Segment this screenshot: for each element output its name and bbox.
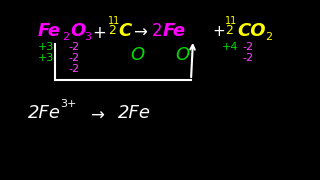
Text: 11: 11 (108, 16, 120, 26)
Text: -2: -2 (242, 53, 253, 63)
Text: 2: 2 (265, 32, 272, 42)
Text: 2Fe: 2Fe (118, 104, 151, 122)
Text: 11: 11 (225, 16, 237, 26)
Text: 2Fe: 2Fe (28, 104, 61, 122)
Text: O: O (175, 46, 189, 64)
Text: O: O (70, 22, 85, 40)
Text: 2: 2 (108, 24, 116, 37)
Text: 2: 2 (225, 24, 233, 37)
Text: Fe: Fe (38, 22, 61, 40)
Text: +: + (92, 24, 106, 42)
Text: -2: -2 (242, 42, 253, 52)
Text: CO: CO (237, 22, 266, 40)
Text: +3: +3 (38, 53, 54, 63)
Text: 3+: 3+ (60, 99, 76, 109)
Text: Fe: Fe (163, 22, 186, 40)
Text: -2: -2 (68, 64, 79, 74)
Text: O: O (130, 46, 144, 64)
Text: 3: 3 (84, 32, 91, 42)
Text: 2: 2 (62, 32, 69, 42)
Text: -2: -2 (68, 42, 79, 52)
Text: →: → (90, 107, 104, 125)
Text: →: → (133, 24, 147, 42)
Text: C: C (118, 22, 131, 40)
Text: 2: 2 (152, 22, 163, 40)
Text: -2: -2 (68, 53, 79, 63)
Text: +4: +4 (222, 42, 238, 52)
Text: +3: +3 (38, 42, 54, 52)
Text: +: + (212, 24, 225, 39)
